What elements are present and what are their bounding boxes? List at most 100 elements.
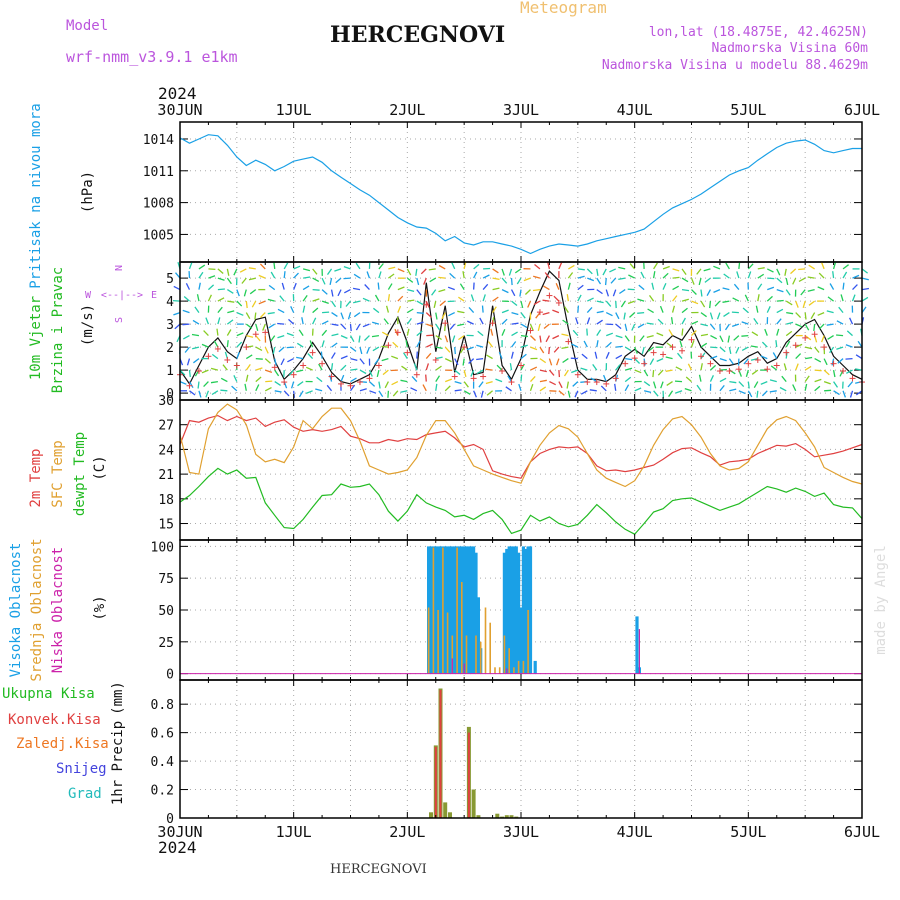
wind-arrow [372, 346, 380, 352]
wind-arrow [194, 306, 200, 313]
wind-arrow [416, 321, 424, 325]
wind-arrow [709, 312, 714, 320]
compass-s: S [114, 317, 125, 323]
wind-arrow [747, 381, 750, 389]
wind-arrow [849, 390, 854, 398]
wind-arrow [738, 261, 741, 269]
wind-arrow [728, 346, 732, 355]
elevation-label: Nadmorska Visina 60m [711, 41, 868, 56]
bar-visoka-oblacnost [533, 660, 537, 674]
wind-arrow [416, 277, 420, 286]
wind-arrow [173, 311, 181, 316]
wind-arrow [851, 294, 856, 302]
wind-arrow [549, 381, 556, 386]
bar-srednja-oblacnost [465, 635, 468, 674]
wind-arrow [586, 306, 593, 314]
y-tick-label: 30 [158, 394, 174, 409]
wind-arrow [245, 354, 253, 360]
wind-arrow [700, 289, 703, 297]
wind-arrow [435, 335, 442, 341]
wind-arrow [459, 283, 465, 290]
wind-arrow [373, 307, 380, 314]
wind-arrow [776, 308, 784, 314]
wind-arrow [639, 335, 645, 342]
wind-arrow [628, 274, 635, 279]
wind-arrow [501, 328, 506, 336]
wind-arrow [529, 383, 534, 392]
wind-arrow [406, 318, 412, 325]
wind-arrow [217, 277, 225, 281]
wind-arrow [634, 346, 638, 354]
wind-arrow [520, 374, 523, 382]
wind-arrow [572, 381, 579, 387]
wind-arrow [649, 358, 655, 366]
wind-arrow [413, 363, 418, 371]
wind-arrow [795, 312, 802, 319]
wind-arrow [312, 298, 320, 302]
precip-unit: (mm) [110, 681, 126, 715]
wind-arrow [473, 263, 480, 270]
wind-arrow [523, 277, 531, 282]
wind-arrow [192, 346, 200, 350]
y-tick-label: 0 [166, 387, 174, 402]
wind-arrow [265, 380, 273, 383]
wind-arrow [827, 335, 834, 340]
wind-arrow [197, 381, 200, 389]
wind-arrow [656, 358, 664, 362]
wind-arrow [691, 330, 697, 337]
wind-arrow [589, 389, 597, 392]
model-elevation-label: Nadmorska Visina u modelu 88.4629m [601, 58, 868, 73]
wind-arrow [501, 268, 505, 276]
wind-arrow [681, 277, 689, 283]
wind-arrow [350, 368, 358, 371]
y-tick-label: 18 [158, 493, 174, 508]
wind-arrow [353, 312, 361, 318]
wind-arrow [391, 355, 399, 360]
wind-arrow [833, 390, 840, 396]
panel-clouds: 0 25 50 75 100 [151, 539, 863, 683]
wind-arrow [755, 305, 759, 313]
wind-arrow [672, 285, 680, 291]
wind-arrow [420, 268, 427, 275]
wind-arrow [698, 277, 702, 286]
wind-arrow [535, 312, 541, 319]
x-tick-label: 3JUL [503, 101, 539, 119]
wind-arrow [463, 381, 469, 388]
wind-arrow [716, 312, 721, 320]
wind-arrow [757, 273, 765, 279]
wind-arrow [563, 369, 569, 377]
wind-arrow [385, 305, 390, 313]
wind-arrow [807, 276, 815, 279]
wind-arrow [580, 367, 588, 371]
wind-arrow [251, 300, 257, 308]
wind-arrow [283, 271, 286, 279]
wind-arrow [776, 299, 784, 302]
wind-arrow [353, 300, 361, 304]
wind-arrow [182, 309, 190, 314]
wind-arrow [188, 370, 191, 378]
wind-arrow [188, 381, 194, 389]
wind-arrow [724, 323, 730, 331]
wind-arrow [722, 300, 730, 303]
wind-arrow [776, 277, 783, 284]
wind-arrow [562, 319, 569, 325]
wind-arrow [407, 299, 415, 302]
wind-arrow [575, 317, 579, 325]
wind-arrow [184, 346, 190, 353]
wind-arrow [723, 273, 730, 279]
wind-arrow [435, 323, 441, 331]
wind-arrow [220, 377, 228, 383]
y-tick-label: 3 [166, 318, 174, 333]
wind-arrow [222, 364, 228, 371]
wind-arrow [203, 330, 209, 337]
wind-arrow [174, 323, 181, 330]
wind-arrow [331, 312, 338, 317]
bottom-year: 2024 [158, 838, 197, 857]
wind-arrow [264, 387, 272, 392]
wind-arrow [359, 346, 363, 355]
bar-visoka-oblacnost [450, 546, 454, 674]
wind-arrow [264, 358, 271, 364]
wind-arrow [615, 334, 623, 339]
wind-arrow [355, 262, 361, 270]
wind-arrow [349, 384, 356, 392]
